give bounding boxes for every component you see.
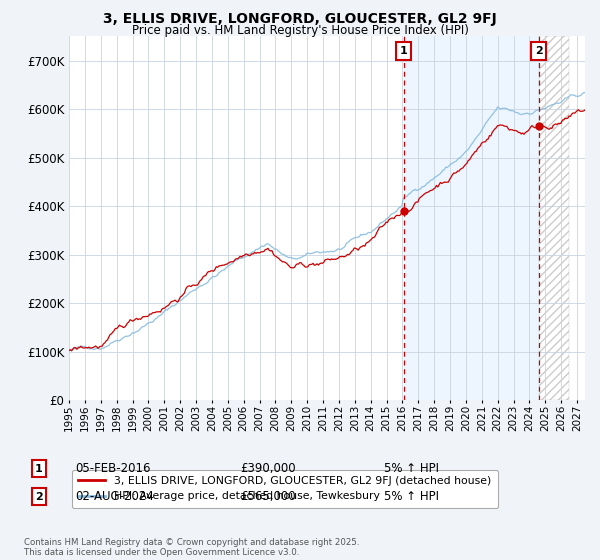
Text: 1: 1 [35,464,43,474]
Text: 3, ELLIS DRIVE, LONGFORD, GLOUCESTER, GL2 9FJ: 3, ELLIS DRIVE, LONGFORD, GLOUCESTER, GL… [103,12,497,26]
Legend: 3, ELLIS DRIVE, LONGFORD, GLOUCESTER, GL2 9FJ (detached house), HPI: Average pri: 3, ELLIS DRIVE, LONGFORD, GLOUCESTER, GL… [72,469,498,508]
Text: Price paid vs. HM Land Registry's House Price Index (HPI): Price paid vs. HM Land Registry's House … [131,24,469,36]
Text: £390,000: £390,000 [240,462,296,475]
Text: 1: 1 [400,46,407,56]
Text: £565,000: £565,000 [240,490,296,503]
Text: 5% ↑ HPI: 5% ↑ HPI [384,490,439,503]
Bar [404,36,539,400]
Bar [539,36,569,400]
Text: 2: 2 [535,46,542,56]
Text: 5% ↑ HPI: 5% ↑ HPI [384,462,439,475]
Text: 05-FEB-2016: 05-FEB-2016 [75,462,151,475]
Text: Contains HM Land Registry data © Crown copyright and database right 2025.
This d: Contains HM Land Registry data © Crown c… [24,538,359,557]
Text: 02-AUG-2024: 02-AUG-2024 [75,490,154,503]
Text: 2: 2 [35,492,43,502]
